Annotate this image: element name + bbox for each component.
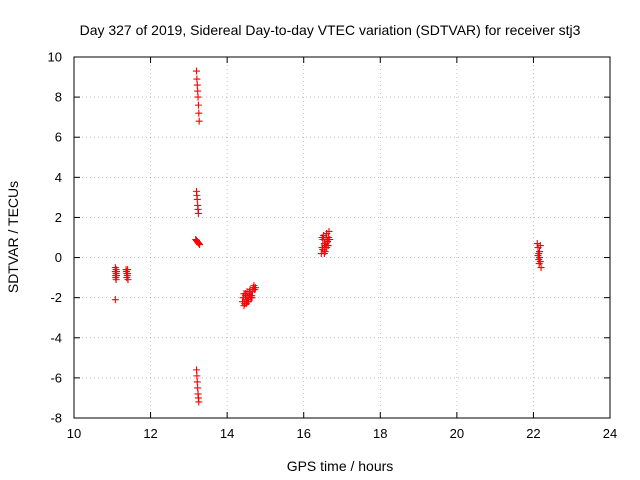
x-tick-label: 12 — [143, 426, 157, 441]
plot-frame — [73, 56, 611, 419]
x-tick-label: 10 — [67, 426, 81, 441]
data-points — [111, 67, 545, 406]
data-point — [537, 264, 545, 272]
y-axis-label: SDTVAR / TECUs — [5, 181, 21, 293]
data-point — [112, 272, 120, 280]
data-point — [323, 229, 331, 237]
data-point — [193, 67, 201, 75]
data-point — [193, 366, 201, 374]
data-point — [318, 234, 326, 241]
x-axis-label: GPS time / hours — [287, 458, 394, 474]
x-tick-label: 18 — [373, 426, 387, 441]
x-tick-label: 20 — [450, 426, 464, 441]
x-tick-label: 16 — [296, 426, 310, 441]
data-point — [323, 238, 331, 246]
data-point — [193, 372, 201, 380]
y-tick-label: -8 — [50, 411, 62, 426]
data-point — [196, 241, 204, 249]
y-tick-label: 2 — [55, 210, 62, 225]
data-point — [536, 242, 544, 250]
data-point — [194, 93, 202, 101]
data-point — [111, 296, 119, 304]
data-point — [245, 288, 253, 296]
chart-title: Day 327 of 2019, Sidereal Day-to-day VTE… — [80, 22, 581, 38]
x-tick-label: 24 — [603, 426, 617, 441]
x-tick-label: 14 — [220, 426, 234, 441]
data-point — [124, 270, 132, 278]
data-point — [193, 195, 201, 203]
grid-lines — [74, 57, 610, 418]
data-point — [323, 244, 331, 252]
data-point — [536, 248, 544, 256]
data-point — [320, 250, 328, 258]
data-point — [194, 101, 202, 109]
y-tick-label: 4 — [55, 170, 62, 185]
data-point — [251, 284, 259, 292]
data-point — [319, 246, 327, 254]
y-tick-label: -2 — [50, 290, 62, 305]
data-point — [195, 109, 203, 117]
data-point — [534, 252, 542, 260]
data-point — [325, 234, 333, 241]
data-point — [195, 117, 203, 125]
y-tick-label: -6 — [50, 370, 62, 385]
data-point — [194, 209, 202, 217]
data-point — [195, 240, 203, 248]
y-tick-label: -4 — [50, 330, 62, 345]
data-point — [194, 87, 202, 95]
data-point — [193, 75, 201, 83]
data-point — [243, 298, 251, 306]
data-point — [535, 256, 543, 264]
data-point — [195, 398, 203, 406]
data-point — [194, 384, 202, 392]
data-point — [248, 294, 256, 302]
y-tick-label: 6 — [55, 130, 62, 145]
data-point — [193, 81, 201, 89]
x-tick-label: 22 — [526, 426, 540, 441]
data-point — [242, 290, 250, 298]
y-tick-label: 0 — [55, 250, 62, 265]
axis-ticks — [73, 56, 611, 419]
data-point — [193, 378, 201, 386]
y-tick-label: 10 — [48, 50, 62, 65]
data-point — [124, 276, 132, 284]
y-tick-label: 8 — [55, 90, 62, 105]
